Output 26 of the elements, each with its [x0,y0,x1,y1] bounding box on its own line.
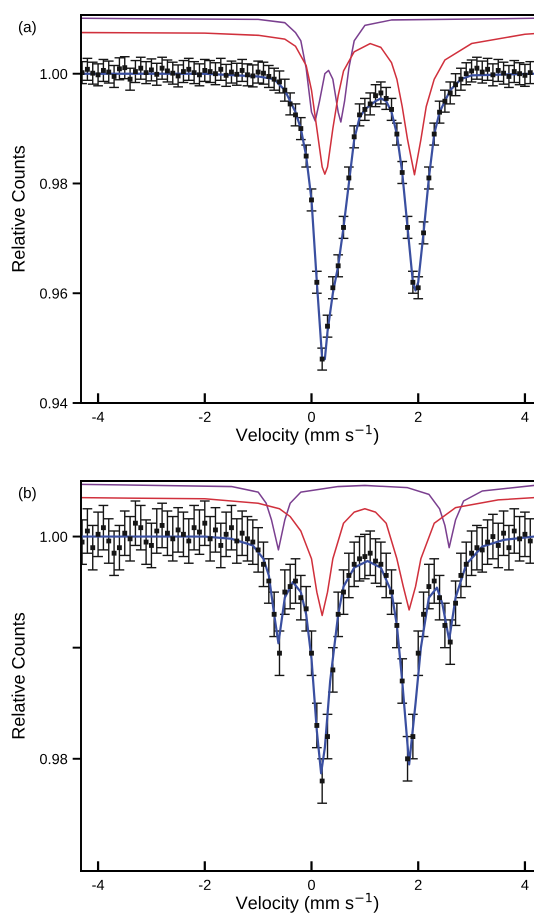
y-tick-label: 1.00 [40,532,68,542]
x-tick-label: 4 [521,412,529,422]
x-tick-label: -4 [92,412,104,422]
x-tick-label: 0 [308,880,315,890]
line-series [81,32,534,176]
y-axis-title: Relative Counts [11,146,25,272]
x-tick-label: 2 [414,880,422,890]
x-axis-title: Velocity (mm s$^{−1}$) [236,892,378,913]
x-tick-label: -2 [198,880,211,890]
line-series [81,18,534,123]
y-tick-label: 0.98 [40,178,68,189]
x-axis-title: Velocity (mm s$^{−1}$) [236,424,378,445]
line-series [81,496,534,616]
line-series [81,484,534,551]
y-tick-label: 1.00 [40,68,68,80]
y-axis-title: Relative Counts [11,612,25,738]
y-tick-label: 0.98 [40,754,68,764]
x-tick-label: -4 [92,880,104,890]
x-tick-label: 2 [414,412,422,422]
x-tick-label: -2 [198,412,211,422]
y-tick-label: 0.94 [40,398,68,408]
chart-title: (b) [18,487,36,502]
x-tick-label: 0 [308,412,315,422]
x-tick-label: 4 [521,880,529,890]
chart-title: (a) [18,21,36,36]
y-tick-label: 0.96 [40,288,68,299]
